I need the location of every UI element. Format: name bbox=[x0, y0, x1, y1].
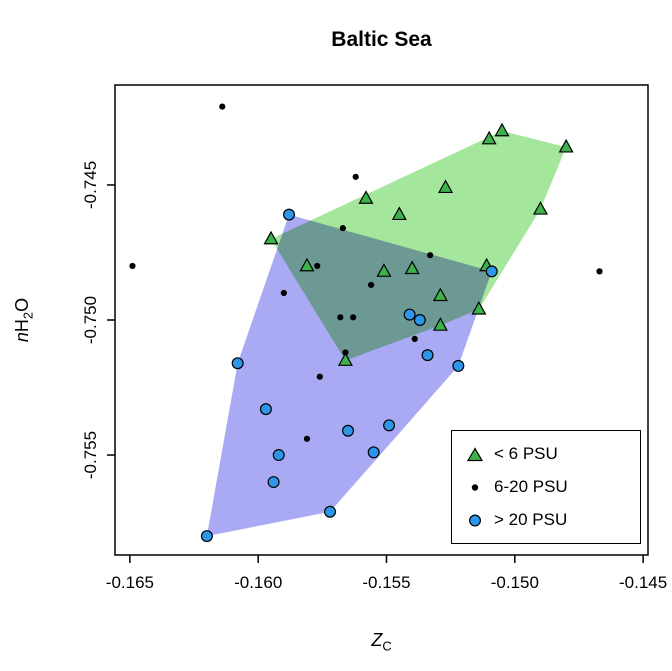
legend-item-lt6psu: < 6 PSU bbox=[452, 444, 640, 464]
data-point-triangle bbox=[358, 190, 374, 204]
x-tick-label: -0.165 bbox=[106, 573, 154, 592]
data-point-circle bbox=[452, 359, 465, 372]
chart-title: Baltic Sea bbox=[331, 28, 432, 51]
data-point-dot bbox=[303, 435, 311, 442]
data-point-triangle bbox=[299, 257, 315, 272]
data-point-circle bbox=[413, 314, 426, 327]
data-point-triangle bbox=[337, 352, 353, 366]
data-point-circle bbox=[272, 449, 285, 462]
data-point-circle bbox=[282, 208, 295, 221]
triangle-marker-shape bbox=[466, 446, 484, 461]
x-label-part: Z bbox=[371, 630, 383, 650]
data-point-triangle bbox=[558, 138, 574, 153]
x-tick-label: -0.150 bbox=[491, 573, 539, 592]
y-label-part: 2 bbox=[20, 311, 36, 320]
data-point-circle bbox=[485, 265, 498, 278]
legend-label: 6-20 PSU bbox=[494, 477, 568, 496]
data-point-dot bbox=[368, 281, 375, 288]
data-point-circle bbox=[421, 349, 434, 362]
hull-polygon-2 bbox=[206, 214, 492, 537]
circle-marker-shape bbox=[468, 513, 482, 527]
data-point-circle bbox=[267, 476, 280, 489]
data-point-circle bbox=[200, 530, 213, 543]
legend-item-6to20psu: 6-20 PSU bbox=[452, 477, 640, 497]
data-point-dot bbox=[129, 262, 136, 270]
legend-label: > 20 PSU bbox=[494, 510, 568, 529]
x-axis-label: ZC bbox=[115, 630, 648, 654]
data-point-dot bbox=[280, 289, 287, 297]
y-label-part: O bbox=[12, 297, 32, 312]
x-tick-label: -0.155 bbox=[362, 573, 410, 592]
data-point-dot bbox=[342, 349, 349, 356]
data-point-circle bbox=[324, 505, 337, 518]
data-point-triangle bbox=[494, 122, 510, 137]
data-point-dot bbox=[316, 373, 323, 380]
y-tick-label: -0.745 bbox=[81, 161, 100, 209]
data-point-circle bbox=[342, 424, 355, 437]
legend: < 6 PSU 6-20 PSU > 20 PSU bbox=[451, 430, 641, 544]
data-point-dot bbox=[411, 335, 418, 343]
x-tick-label: -0.145 bbox=[619, 573, 667, 592]
data-point-triangle bbox=[376, 263, 392, 277]
dot-marker-icon bbox=[471, 483, 479, 491]
y-label-part: H bbox=[12, 319, 32, 333]
data-point-triangle bbox=[481, 130, 497, 145]
data-point-triangle bbox=[471, 300, 487, 315]
data-point-circle bbox=[259, 403, 272, 416]
data-point-triangle bbox=[432, 317, 448, 331]
circle-marker-icon bbox=[468, 513, 482, 527]
y-label-part: n bbox=[12, 332, 32, 343]
triangle-marker-icon bbox=[466, 446, 484, 461]
data-point-circle bbox=[367, 446, 380, 459]
data-point-triangle bbox=[532, 201, 548, 215]
data-point-dot bbox=[314, 262, 321, 270]
y-tick-label: -0.750 bbox=[81, 296, 100, 344]
data-point-triangle bbox=[432, 287, 448, 302]
data-point-dot bbox=[352, 173, 359, 180]
data-point-dot bbox=[596, 268, 603, 275]
y-axis-label: nH2O bbox=[12, 265, 38, 375]
data-point-triangle bbox=[438, 179, 454, 194]
data-point-triangle bbox=[391, 206, 407, 221]
data-point-dot bbox=[337, 314, 344, 321]
data-point-dot bbox=[350, 314, 357, 321]
y-tick-label: -0.755 bbox=[81, 431, 100, 479]
data-point-dot bbox=[339, 225, 346, 232]
dot-marker-shape bbox=[471, 483, 479, 491]
data-point-triangle bbox=[404, 260, 420, 275]
data-point-triangle bbox=[263, 230, 279, 245]
legend-label: < 6 PSU bbox=[494, 444, 558, 463]
data-point-circle bbox=[403, 308, 416, 321]
x-label-part: C bbox=[382, 638, 392, 654]
data-point-dot bbox=[427, 252, 434, 259]
data-point-dot bbox=[219, 103, 226, 110]
legend-item-gt20psu: > 20 PSU bbox=[452, 510, 640, 530]
x-tick-label: -0.160 bbox=[234, 573, 282, 592]
data-point-circle bbox=[231, 357, 244, 370]
data-point-circle bbox=[383, 419, 396, 432]
